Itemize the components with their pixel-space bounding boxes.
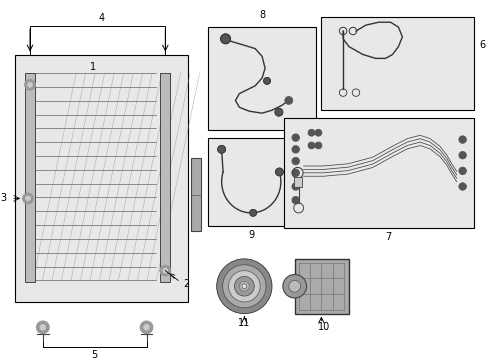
Circle shape [291, 197, 299, 204]
Circle shape [291, 134, 299, 141]
Circle shape [220, 34, 230, 44]
Circle shape [307, 129, 314, 136]
Circle shape [288, 280, 300, 292]
Circle shape [263, 77, 270, 84]
Circle shape [291, 169, 299, 176]
Circle shape [234, 276, 254, 296]
Text: 4: 4 [99, 13, 104, 23]
Bar [293, 177, 301, 186]
Bar [207, 138, 294, 226]
Circle shape [217, 145, 225, 153]
Circle shape [36, 321, 49, 334]
Circle shape [216, 259, 271, 314]
Circle shape [242, 284, 246, 289]
Circle shape [239, 282, 249, 291]
Circle shape [307, 142, 314, 149]
Circle shape [40, 324, 46, 330]
Circle shape [282, 275, 306, 298]
Circle shape [284, 96, 292, 104]
Circle shape [274, 108, 282, 116]
Bar [283, 118, 473, 228]
Circle shape [143, 324, 149, 330]
Text: 3: 3 [0, 193, 6, 203]
Circle shape [228, 271, 260, 302]
Circle shape [291, 183, 299, 190]
Bar [25, 73, 35, 282]
Bar [15, 55, 188, 302]
Text: 11: 11 [238, 319, 250, 328]
Circle shape [291, 157, 299, 165]
Bar [160, 73, 170, 282]
Bar [321, 17, 473, 110]
Circle shape [24, 80, 35, 90]
Text: 9: 9 [248, 230, 254, 240]
Text: 1: 1 [90, 62, 96, 72]
Circle shape [140, 321, 153, 334]
Bar [191, 158, 201, 231]
Circle shape [458, 136, 466, 143]
Text: 8: 8 [259, 10, 264, 21]
Circle shape [25, 196, 30, 201]
Circle shape [314, 129, 321, 136]
Circle shape [249, 210, 256, 216]
Circle shape [458, 152, 466, 159]
Circle shape [222, 265, 265, 308]
Circle shape [458, 167, 466, 175]
Text: 10: 10 [318, 322, 330, 332]
Circle shape [291, 146, 299, 153]
Circle shape [458, 183, 466, 190]
Circle shape [22, 193, 33, 204]
Text: 2: 2 [183, 279, 189, 289]
Bar [294, 259, 348, 314]
Circle shape [314, 142, 321, 149]
Circle shape [27, 82, 32, 87]
Text: 5: 5 [91, 350, 98, 360]
Circle shape [275, 168, 283, 176]
Circle shape [160, 265, 170, 276]
Text: 6: 6 [478, 40, 485, 50]
Text: 7: 7 [385, 232, 391, 242]
Bar [207, 27, 316, 130]
Circle shape [163, 268, 167, 273]
